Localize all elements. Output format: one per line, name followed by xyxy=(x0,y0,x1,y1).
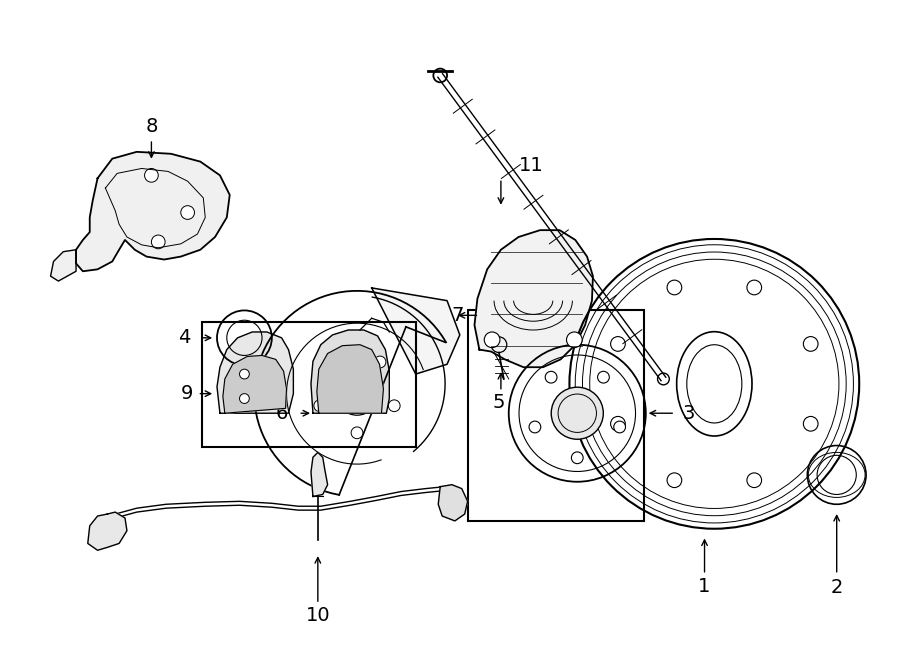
Circle shape xyxy=(598,371,609,383)
Circle shape xyxy=(484,332,500,348)
Text: 4: 4 xyxy=(178,329,191,347)
Circle shape xyxy=(667,473,681,488)
Text: 11: 11 xyxy=(518,156,544,175)
Circle shape xyxy=(145,169,158,182)
Polygon shape xyxy=(474,230,593,368)
Text: 7: 7 xyxy=(451,306,464,325)
Circle shape xyxy=(351,427,363,439)
Text: 8: 8 xyxy=(145,117,158,136)
Circle shape xyxy=(551,387,603,440)
Text: 6: 6 xyxy=(276,404,289,423)
Circle shape xyxy=(389,400,400,412)
Circle shape xyxy=(239,394,249,403)
Text: 2: 2 xyxy=(831,578,843,597)
Circle shape xyxy=(151,235,165,249)
Polygon shape xyxy=(438,485,468,521)
Circle shape xyxy=(747,473,761,488)
Circle shape xyxy=(328,356,340,368)
Circle shape xyxy=(529,421,541,433)
Circle shape xyxy=(572,452,583,463)
Circle shape xyxy=(181,206,194,219)
Text: 5: 5 xyxy=(492,393,505,412)
Circle shape xyxy=(614,421,626,433)
Polygon shape xyxy=(217,332,293,413)
Circle shape xyxy=(747,280,761,295)
Circle shape xyxy=(239,369,249,379)
Text: 3: 3 xyxy=(683,404,696,423)
Polygon shape xyxy=(50,250,76,281)
Circle shape xyxy=(374,356,386,368)
Polygon shape xyxy=(76,152,230,271)
Circle shape xyxy=(566,332,582,348)
Circle shape xyxy=(804,416,818,431)
Polygon shape xyxy=(317,344,383,413)
Polygon shape xyxy=(88,512,127,551)
Polygon shape xyxy=(311,330,390,413)
Polygon shape xyxy=(372,288,460,374)
Bar xyxy=(468,311,644,521)
Circle shape xyxy=(804,336,818,351)
Text: 9: 9 xyxy=(181,384,194,403)
Text: 10: 10 xyxy=(305,606,330,625)
Polygon shape xyxy=(223,356,286,413)
Circle shape xyxy=(314,400,326,412)
Circle shape xyxy=(545,371,557,383)
Circle shape xyxy=(610,336,626,351)
Text: 1: 1 xyxy=(698,577,711,596)
Bar xyxy=(202,322,416,447)
Polygon shape xyxy=(311,452,328,496)
Circle shape xyxy=(667,280,681,295)
Circle shape xyxy=(610,416,626,431)
